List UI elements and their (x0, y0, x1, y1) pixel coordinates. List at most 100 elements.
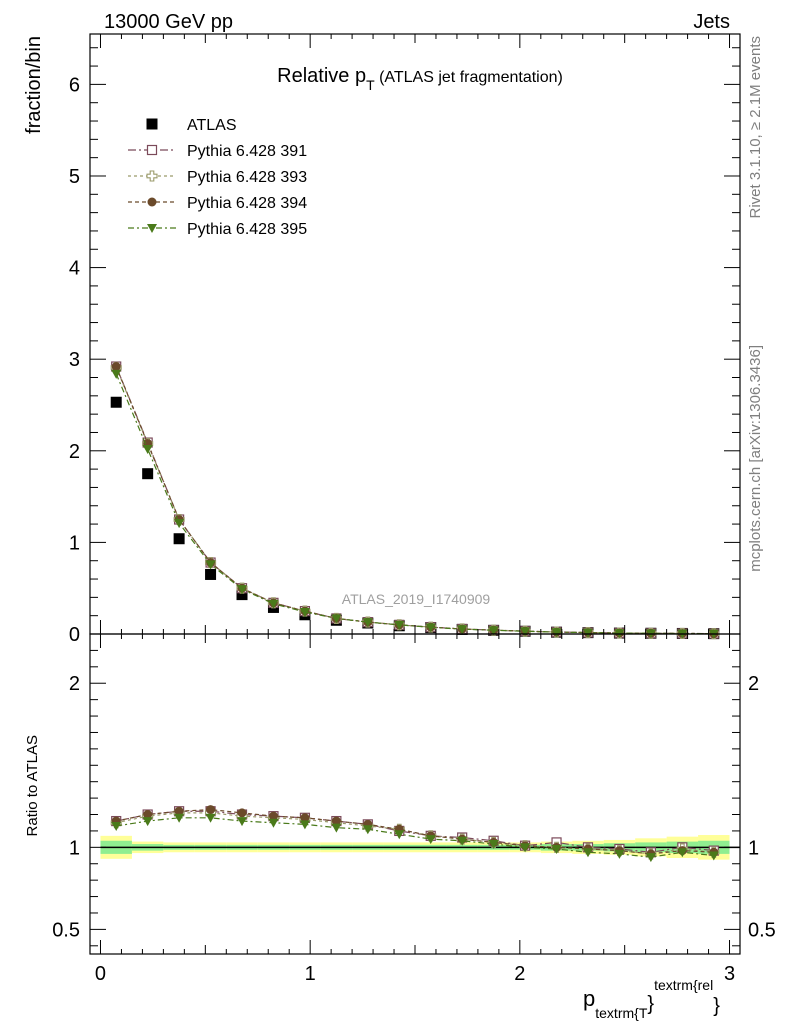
point-p395-14 (551, 628, 562, 638)
ratio-point-p394-4 (237, 808, 247, 818)
main-ytick-label-3: 3 (69, 349, 80, 371)
ratio-ytick-label-right-1: 1 (748, 837, 759, 859)
ratio-point-p395-15 (582, 848, 593, 858)
ratio-point-p395-1 (142, 817, 153, 827)
point-p394-0 (111, 362, 121, 372)
point-p395-6 (299, 608, 310, 618)
ratio-point-p395-7 (331, 823, 342, 833)
ratio-point-p395-2 (174, 813, 185, 823)
ratio-point-p395-11 (457, 836, 468, 846)
point-atlas-1 (142, 468, 154, 480)
legend-marker-p391 (146, 144, 158, 156)
ratio-series (110, 805, 720, 863)
ratio-point-p394-7 (331, 816, 341, 826)
legend-marker-p394 (147, 197, 157, 207)
plot-title: Relative pT (ATLAS jet fragmentation) (277, 65, 563, 93)
ratio-point-p394-1 (143, 810, 153, 820)
xlabel-sup: textrm{rel (654, 977, 713, 993)
ratio-band (100, 835, 740, 860)
ratio-point-p395-12 (488, 840, 499, 850)
main-series (110, 361, 720, 640)
ratio-point-p395-9 (394, 830, 405, 840)
line-p395 (115, 373, 714, 635)
point-atlas-3 (205, 568, 217, 580)
ratio-point-p395-3 (205, 813, 216, 823)
ratio-point-p395-5 (268, 818, 279, 828)
ratio-frame (89, 633, 741, 955)
legend-label-p393: Pythia 6.428 393 (187, 169, 307, 186)
ratio-point-p395-14 (551, 844, 562, 854)
point-p395-13 (520, 627, 531, 637)
ratio-ytick-label-0.5: 0.5 (52, 919, 80, 941)
point-p395-9 (394, 620, 405, 630)
ratio-point-p395-0 (111, 822, 122, 831)
main-ytick-label-6: 6 (69, 74, 80, 96)
point-p395-4 (237, 585, 248, 595)
point-p395-15 (582, 628, 593, 638)
xlabel-brace2: } (713, 995, 720, 1017)
point-atlas-4 (236, 589, 248, 601)
ratio-ytick-label-right-2: 2 (748, 673, 759, 695)
ratio-ytick-label-right-0.5: 0.5 (748, 919, 776, 941)
legend-marker-p393 (146, 170, 158, 182)
main-ytick-label-0: 0 (69, 624, 80, 646)
ratio-point-p395-4 (237, 817, 248, 827)
axes: 0 1 2 3 0 1 2 3 4 5 6 0.5 0.5 1 1 2 2 (52, 33, 776, 985)
point-p395-3 (205, 560, 216, 570)
ratio-point-p395-17 (645, 853, 656, 863)
ratio-point-p394-2 (174, 806, 184, 816)
ratio-point-p395-13 (520, 843, 531, 853)
point-p395-8 (362, 618, 373, 628)
xaxis-label: ptextrm{T}textrm{rel} (583, 977, 720, 1021)
xlabel-sub: textrm{T (595, 1005, 648, 1021)
legend: ATLAS Pythia 6.428 391 Pythia 6.428 393 Pyt… (128, 117, 307, 238)
xlabel-p: p (583, 986, 595, 1011)
legend-label-p394: Pythia 6.428 394 (187, 195, 307, 212)
xtick-label-1: 1 (305, 963, 316, 985)
xtick-label-2: 2 (514, 963, 525, 985)
title-sub: T (366, 77, 375, 93)
point-atlas-0 (110, 396, 122, 408)
ratio-point-p394-5 (268, 811, 278, 821)
legend-label-atlas: ATLAS (187, 117, 237, 134)
ratio-point-p395-8 (362, 825, 373, 835)
ratio-point-p395-16 (614, 849, 625, 859)
point-p395-5 (268, 599, 279, 609)
legend-label-p395: Pythia 6.428 395 (187, 221, 307, 238)
main-ytick-label-2: 2 (69, 441, 80, 463)
title-main: Relative p (277, 65, 366, 87)
point-p395-11 (457, 625, 468, 635)
point-p395-7 (331, 614, 342, 624)
xtick-label-3: 3 (724, 963, 735, 985)
point-p395-1 (142, 444, 153, 454)
point-atlas-2 (173, 533, 185, 545)
point-p395-10 (425, 623, 436, 633)
title-suffix: (ATLAS jet fragmentation) (375, 69, 563, 86)
ratio-point-p395-18 (677, 848, 688, 858)
ratio-point-p394-6 (300, 813, 310, 823)
mcplots-label: mcplots.cern.ch [arXiv:1306.3436] (747, 345, 764, 572)
ratio-ytick-label-1: 1 (69, 837, 80, 859)
ratio-point-p395-10 (425, 835, 436, 845)
point-p395-0 (111, 369, 122, 379)
point-p395-2 (174, 519, 185, 529)
ratio-point-p395-6 (299, 820, 310, 830)
legend-marker-atlas (146, 118, 158, 130)
ratio-point-p394-3 (206, 805, 216, 815)
rivet-label: Rivet 3.1.10, ≥ 2.1M events (747, 36, 764, 219)
point-p395-12 (488, 626, 499, 636)
main-ytick-label-1: 1 (69, 532, 80, 554)
ratio-ylabel: Ratio to ATLAS (24, 735, 41, 836)
ratio-line-p395 (116, 817, 714, 858)
main-ylabel: fraction/bin (23, 36, 45, 134)
legend-marker-p395 (147, 224, 157, 233)
ratio-point-p395-19 (708, 851, 719, 861)
ratio-line-p394 (116, 808, 714, 855)
header-left: 13000 GeV pp (104, 11, 233, 33)
xlabel-brace: } (647, 993, 654, 1015)
ratio-ytick-label-2: 2 (69, 673, 80, 695)
xtick-label-0: 0 (95, 963, 106, 985)
header-right: Jets (693, 11, 730, 33)
main-ytick-label-4: 4 (69, 258, 80, 280)
